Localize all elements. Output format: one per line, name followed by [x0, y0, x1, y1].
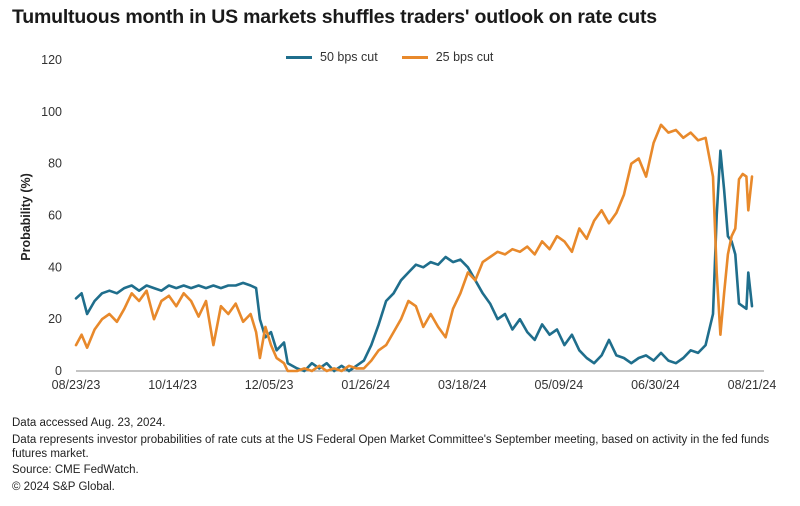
- note-accessed: Data accessed Aug. 23, 2024.: [12, 417, 166, 429]
- y-tick-label: 60: [48, 209, 62, 223]
- legend-item-25bps: 25 bps cut: [401, 50, 494, 64]
- x-tick-label: 06/30/24: [631, 378, 680, 392]
- series-line-25bps: [74, 123, 754, 373]
- y-tick-label: 120: [41, 53, 62, 67]
- x-tick-label: 08/23/23: [52, 378, 101, 392]
- y-tick-label: 20: [48, 312, 62, 326]
- legend-swatch-25bps: [401, 55, 428, 59]
- series-layer: [74, 123, 754, 373]
- chart-title: Tumultuous month in US markets shuffles …: [12, 6, 657, 28]
- note-source: Source: CME FedWatch.: [12, 464, 139, 476]
- y-tick-label: 40: [48, 260, 62, 274]
- y-tick-label: 0: [55, 364, 62, 378]
- y-tick-label: 80: [48, 157, 62, 171]
- x-tick-label: 12/05/23: [245, 378, 294, 392]
- legend-label-50bps: 50 bps cut: [320, 50, 378, 64]
- series-line-50bps: [74, 149, 754, 373]
- x-tick-label: 10/14/23: [148, 378, 197, 392]
- x-tick-label: 08/21/24: [728, 378, 777, 392]
- legend-item-50bps: 50 bps cut: [286, 50, 378, 64]
- x-tick-label: 03/18/24: [438, 378, 487, 392]
- y-axis: 0 20 40 60 80 100 120: [41, 53, 62, 378]
- x-axis: 08/23/23 10/14/23 12/05/23 01/26/24 03/18/24…: [52, 370, 777, 392]
- y-tick-label: 100: [41, 105, 62, 119]
- chart-notes: Data accessed Aug. 23, 2024. Data repres…: [12, 416, 772, 496]
- x-tick-label: 05/09/24: [535, 378, 584, 392]
- legend-label-25bps: 25 bps cut: [435, 50, 494, 64]
- legend-swatch-50bps: [286, 55, 312, 59]
- chart-legend: 50 bps cut 25 bps cut: [286, 50, 493, 64]
- note-description: Data represents investor probabilities o…: [12, 433, 770, 460]
- note-copyright: © 2024 S&P Global.: [12, 480, 115, 493]
- line-chart: 0 20 40 60 80 100 120 08/23/23 10/14/23 12/05/23…: [19, 53, 777, 392]
- x-tick-label: 01/26/24: [341, 378, 390, 392]
- y-axis-title: Probability (%): [19, 173, 33, 261]
